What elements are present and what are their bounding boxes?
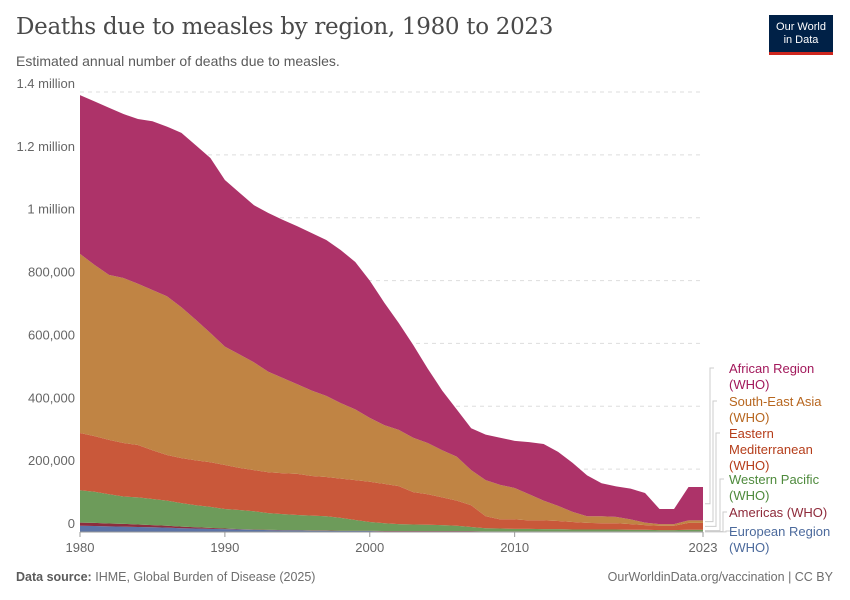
legend-connector [705,367,714,505]
y-tick-label: 1 million [27,202,75,217]
legend-connector [705,432,720,527]
legend-label: Americas (WHO) [729,505,827,520]
y-tick-label: 800,000 [28,265,75,280]
x-tick-label: 2010 [500,540,529,555]
legend-item-south-east-asia-who-[interactable]: South-East Asia(WHO) [705,394,822,523]
area-eastern-mediterranean-who- [80,433,703,531]
y-tick-label: 200,000 [28,453,75,468]
logo-text: Our World in Data [776,20,826,46]
area-western-pacific-who- [80,490,703,532]
legend-label: Western Pacific [729,472,820,487]
data-source: Data source: IHME, Global Burden of Dise… [16,570,315,584]
area-european-region-who- [80,525,703,532]
y-tick-label: 1.4 million [16,76,75,91]
area-south-east-asia-who- [80,253,703,526]
legend-connector [705,400,717,523]
legend-label: (WHO) [729,410,769,425]
chart-title: Deaths due to measles by region, 1980 to… [16,14,554,40]
legend-label: (WHO) [729,458,769,473]
y-tick-label: 1.2 million [16,139,75,154]
legend-item-african-region-who-[interactable]: African Region(WHO) [705,361,814,505]
legend-connector [705,511,727,533]
area-african-region-who- [80,95,703,525]
owid-logo[interactable]: Our World in Data [769,15,833,55]
legend-label: African Region [729,361,814,376]
y-tick-label: 400,000 [28,390,75,405]
x-tick-label: 1980 [66,540,95,555]
y-tick-label: 600,000 [28,327,75,342]
y-tick-label: 0 [68,516,75,531]
chart-subtitle: Estimated annual number of deaths due to… [16,53,340,69]
credit-link[interactable]: OurWorldinData.org/vaccination | CC BY [607,570,833,584]
legend-label: South-East Asia [729,394,822,409]
legend-label: Mediterranean [729,442,813,457]
legend-item-western-pacific-who-[interactable]: Western Pacific(WHO) [705,472,820,532]
legend-item-americas-who-[interactable]: Americas (WHO) [705,505,827,533]
legend-label: European Region [729,524,830,539]
source-text[interactable]: IHME, Global Burden of Disease (2025) [95,570,316,584]
legend-connector [705,478,724,532]
x-tick-label: 2023 [689,540,718,555]
legend-item-european-region-who-[interactable]: European Region(WHO) [705,524,830,555]
legend-label: (WHO) [729,540,769,555]
legend-label: (WHO) [729,488,769,503]
x-tick-label: 2000 [355,540,384,555]
legend-label: (WHO) [729,377,769,392]
x-tick-label: 1990 [210,540,239,555]
source-label: Data source: [16,570,92,584]
legend-label: Eastern [729,426,774,441]
